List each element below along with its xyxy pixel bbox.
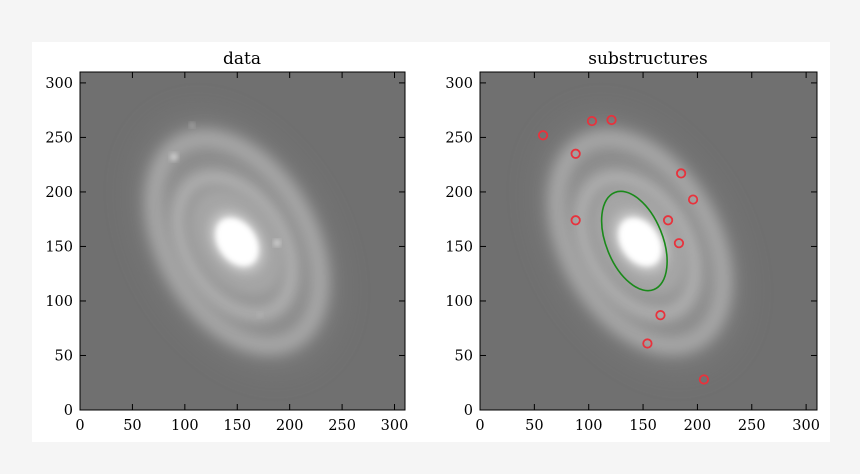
y-tick-label: 0	[464, 403, 473, 419]
substructure-point	[606, 114, 617, 126]
core-ellipse	[600, 190, 668, 292]
y-tick-label: 100	[45, 294, 73, 310]
x-tick-label: 300	[381, 418, 409, 434]
x-tick-label: 200	[684, 418, 712, 434]
y-tick-label: 0	[64, 403, 73, 419]
substructure-point	[698, 374, 710, 385]
figure: data 0 50 100 150 200 250 300 0 50 100 150 200 250 30…	[32, 42, 830, 442]
substructure-point	[687, 194, 699, 205]
y-tick-label: 150	[445, 239, 473, 255]
x-tick-label: 50	[123, 418, 141, 434]
y-tick-label: 250	[45, 130, 73, 146]
y-tick-label: 50	[55, 348, 73, 364]
x-tick-label: 0	[75, 418, 84, 434]
x-tick-label: 150	[223, 418, 251, 434]
figure-canvas: data 0 50 100 150 200 250 300 0 50 100 150 200 250 30…	[37, 42, 830, 442]
x-tick-label: 250	[738, 418, 766, 434]
substructure-point	[642, 338, 653, 349]
galaxy-image-right	[440, 42, 830, 442]
substructure-point	[570, 148, 581, 159]
y-tick-label: 300	[445, 76, 473, 92]
x-tick-label: 250	[328, 418, 356, 434]
substructure-point	[537, 130, 549, 141]
x-tick-label: 50	[525, 418, 543, 434]
axes-frame-right	[479, 71, 818, 411]
galaxy-image-left	[37, 42, 437, 442]
substructure-point	[655, 310, 666, 321]
y-tick-label: 100	[445, 294, 473, 310]
title-left: data	[223, 49, 261, 69]
x-tick-label: 150	[629, 418, 657, 434]
x-tick-label: 200	[276, 418, 304, 434]
ticks-right: 0 50 100 150 200 250 300 0 50 100 150 200 250 300	[445, 72, 820, 434]
y-tick-label: 300	[45, 76, 73, 92]
y-tick-label: 200	[445, 185, 473, 201]
substructure-markers	[537, 114, 710, 385]
substructure-point	[676, 168, 687, 179]
substructure-point	[662, 215, 674, 226]
y-tick-label: 200	[45, 185, 73, 201]
panel-data: data 0 50 100 150 200 250 300 0 50 100 150 200 250 30…	[37, 42, 437, 442]
panel-substructures: substructures 0 50 100 150 200 250 300 0 50 100 15…	[440, 42, 830, 442]
substructure-point	[570, 215, 581, 226]
y-tick-label: 150	[45, 239, 73, 255]
x-tick-label: 0	[475, 418, 484, 434]
substructure-point	[586, 115, 598, 127]
axes-frame-left	[79, 71, 406, 411]
x-tick-label: 300	[792, 418, 820, 434]
ticks-left: 0 50 100 150 200 250 300 0 50 100 150 200 250 300	[45, 72, 408, 434]
x-tick-label: 100	[171, 418, 199, 434]
substructure-point	[673, 238, 685, 249]
x-tick-label: 100	[575, 418, 603, 434]
title-right: substructures	[588, 49, 707, 69]
y-tick-label: 250	[445, 130, 473, 146]
y-tick-label: 50	[455, 348, 473, 364]
